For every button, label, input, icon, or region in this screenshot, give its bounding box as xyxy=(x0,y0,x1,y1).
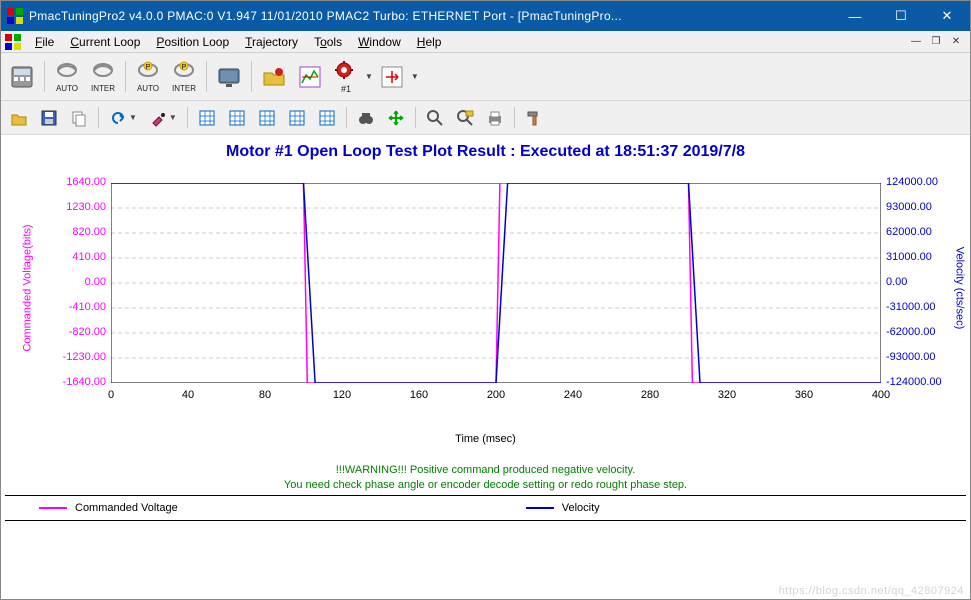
y-left-tick: 410.00 xyxy=(46,251,106,263)
x-axis-label: Time (msec) xyxy=(1,433,970,445)
legend-swatch xyxy=(39,507,67,509)
legend-item: Commanded Voltage xyxy=(31,502,178,514)
chart-title: Motor #1 Open Loop Test Plot Result : Ex… xyxy=(1,135,970,165)
tb2-zoom[interactable] xyxy=(421,103,449,132)
menu-tools[interactable]: Tools xyxy=(306,34,350,50)
y-right-tick: -124000.00 xyxy=(886,376,962,388)
chart-area: Motor #1 Open Loop Test Plot Result : Ex… xyxy=(1,135,970,595)
tb-auto-cl[interactable]: AUTO xyxy=(50,55,84,98)
x-tick: 200 xyxy=(481,389,511,401)
tb2-copy[interactable] xyxy=(65,103,93,132)
menu-help[interactable]: Help xyxy=(409,34,450,50)
tb-auto-pl[interactable]: PAUTO xyxy=(131,55,165,98)
tb2-zoom-reset[interactable] xyxy=(451,103,479,132)
y-left-tick: -1230.00 xyxy=(46,351,106,363)
legend-label: Velocity xyxy=(562,502,600,514)
tb-folder-tool[interactable] xyxy=(257,55,291,98)
svg-text:P: P xyxy=(182,64,187,71)
y-left-tick: 0.00 xyxy=(46,276,106,288)
legend-item: Velocity xyxy=(518,502,600,514)
maximize-button[interactable]: ☐ xyxy=(878,1,924,31)
y-left-axis-label: Commanded Voltage(bits) xyxy=(19,183,37,393)
y-right-tick: 62000.00 xyxy=(886,226,962,238)
tb2-hammer[interactable] xyxy=(520,103,548,132)
legend-swatch xyxy=(526,507,554,509)
y-left-tick: 1230.00 xyxy=(46,201,106,213)
legend: Commanded Voltage Velocity xyxy=(5,495,966,521)
menu-file[interactable]: File xyxy=(27,34,62,50)
window-title: PmacTuningPro2 v4.0.0 PMAC:0 V1.947 11/0… xyxy=(29,9,832,23)
toolbar-secondary: ▼▼ xyxy=(1,101,970,135)
tb2-save[interactable] xyxy=(35,103,63,132)
y-left-tick: -410.00 xyxy=(46,301,106,313)
tb2-grid2[interactable] xyxy=(223,103,251,132)
tb2-binoculars[interactable] xyxy=(352,103,380,132)
tb-inter-cl[interactable]: INTER xyxy=(86,55,120,98)
plot-canvas xyxy=(111,183,881,383)
menu-window[interactable]: Window xyxy=(350,34,409,50)
menu-trajectory[interactable]: Trajectory xyxy=(237,34,306,50)
y-right-tick: 0.00 xyxy=(886,276,962,288)
y-right-tick: -93000.00 xyxy=(886,351,962,363)
doc-app-icon xyxy=(5,34,21,50)
minimize-button[interactable]: — xyxy=(832,1,878,31)
app-icon xyxy=(7,8,23,24)
titlebar: PmacTuningPro2 v4.0.0 PMAC:0 V1.947 11/0… xyxy=(1,1,970,31)
x-tick: 280 xyxy=(635,389,665,401)
x-tick: 320 xyxy=(712,389,742,401)
x-tick: 360 xyxy=(789,389,819,401)
y-right-tick: 31000.00 xyxy=(886,251,962,263)
tb2-grid1[interactable] xyxy=(193,103,221,132)
tb-arrows-tool[interactable] xyxy=(375,62,409,92)
svg-text:P: P xyxy=(146,64,151,71)
y-left-tick: -1640.00 xyxy=(46,376,106,388)
x-tick: 120 xyxy=(327,389,357,401)
tb2-open[interactable] xyxy=(5,103,33,132)
x-tick: 0 xyxy=(96,389,126,401)
tb2-print[interactable] xyxy=(481,103,509,132)
y-left-tick: -820.00 xyxy=(46,326,106,338)
x-tick: 160 xyxy=(404,389,434,401)
x-tick: 240 xyxy=(558,389,588,401)
close-button[interactable]: ✕ xyxy=(924,1,970,31)
tb2-move[interactable] xyxy=(382,103,410,132)
x-tick: 40 xyxy=(173,389,203,401)
menu-current-loop[interactable]: Current Loop xyxy=(62,34,148,50)
tb2-undo-dd[interactable]: ▼ xyxy=(104,103,142,132)
tb-monitor[interactable] xyxy=(212,55,246,98)
legend-label: Commanded Voltage xyxy=(75,502,178,514)
tb2-grid4[interactable] xyxy=(283,103,311,132)
tb2-grid3[interactable] xyxy=(253,103,281,132)
x-tick: 80 xyxy=(250,389,280,401)
y-left-tick: 820.00 xyxy=(46,226,106,238)
mdi-close-button[interactable]: ✕ xyxy=(946,34,966,50)
tb-inter-pl[interactable]: PINTER xyxy=(167,55,201,98)
menu-position-loop[interactable]: Position Loop xyxy=(148,34,237,50)
mdi-minimize-button[interactable]: — xyxy=(906,34,926,50)
tb-gear-motor[interactable]: #1 xyxy=(329,57,363,97)
y-right-tick: 124000.00 xyxy=(886,176,962,188)
tb-plot-tool[interactable] xyxy=(293,55,327,98)
y-right-tick: -62000.00 xyxy=(886,326,962,338)
y-left-tick: 1640.00 xyxy=(46,176,106,188)
y-right-tick: 93000.00 xyxy=(886,201,962,213)
y-right-tick: -31000.00 xyxy=(886,301,962,313)
menubar: FileCurrent LoopPosition LoopTrajectoryT… xyxy=(1,31,970,53)
tb2-grid5[interactable] xyxy=(313,103,341,132)
toolbar-main: AUTOINTERPAUTOPINTER#1▼▼ xyxy=(1,53,970,101)
tb-calc-icon[interactable] xyxy=(5,55,39,98)
warning-text: !!!WARNING!!! Positive command produced … xyxy=(1,463,970,494)
mdi-restore-button[interactable]: ❐ xyxy=(926,34,946,50)
tb2-paint-dd[interactable]: ▼ xyxy=(144,103,182,132)
x-tick: 400 xyxy=(866,389,896,401)
watermark: https://blog.csdn.net/qq_42807924 xyxy=(779,585,964,597)
